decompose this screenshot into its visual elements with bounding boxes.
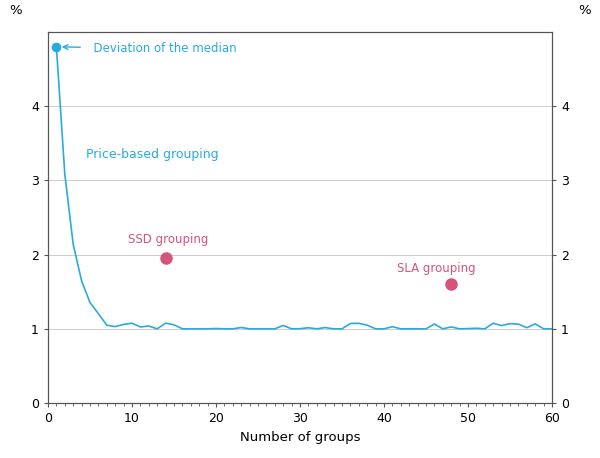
Text: Deviation of the median: Deviation of the median xyxy=(63,42,236,55)
Text: %: % xyxy=(578,4,591,17)
Text: SSD grouping: SSD grouping xyxy=(128,233,208,246)
Text: SLA grouping: SLA grouping xyxy=(397,262,475,275)
Text: %: % xyxy=(9,4,22,17)
Text: Price-based grouping: Price-based grouping xyxy=(86,148,218,161)
X-axis label: Number of groups: Number of groups xyxy=(240,431,360,444)
